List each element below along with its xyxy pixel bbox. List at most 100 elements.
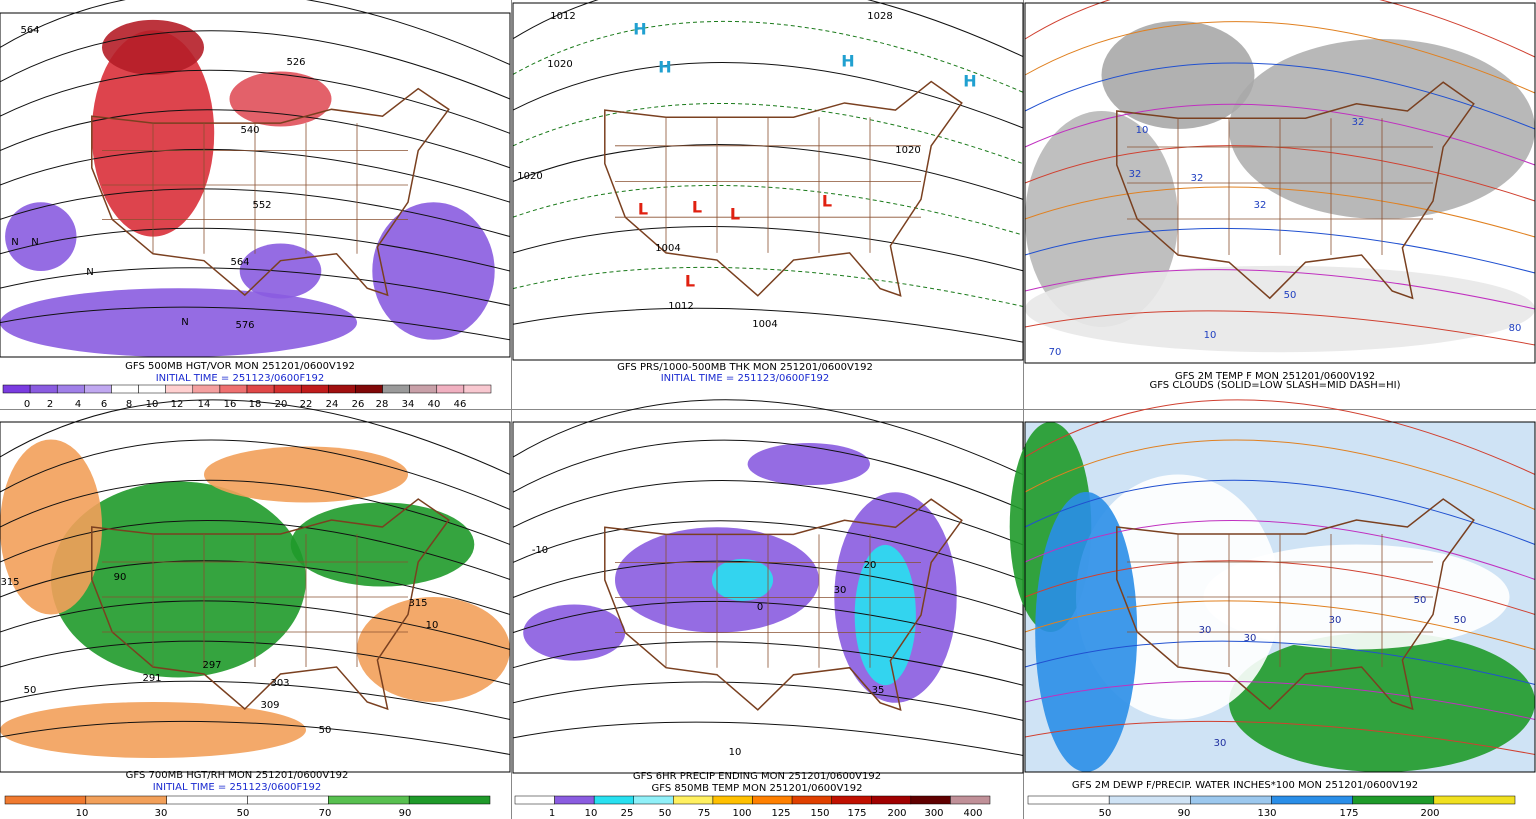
contour-line: [512, 399, 1024, 476]
colorbar-swatch: [831, 795, 872, 805]
contour-label: 1012: [668, 301, 693, 312]
country-border: [91, 87, 450, 297]
contour-line: [1024, 21, 1536, 94]
country-border: [1116, 498, 1475, 711]
contour-line: [1024, 560, 1536, 615]
contour-label: L: [638, 200, 648, 219]
contour-line: [0, 560, 511, 615]
contour-label: 1020: [547, 59, 572, 70]
contour-label: 291: [142, 673, 161, 684]
caption: GFS 850MB TEMP MON 251201/0600V192: [652, 783, 863, 794]
map-panel: 564 526 540 552 564 576 N N N N: [0, 0, 511, 358]
contour-label: 10: [426, 620, 439, 631]
contour-line: [512, 641, 1024, 686]
colorbar-swatch: [436, 384, 465, 394]
colorbar-swatch: [554, 795, 595, 805]
contour-label: L: [685, 272, 695, 291]
contour-label: 90: [114, 572, 127, 583]
caption: GFS 700MB HGT/RH MON 251201/0600V192: [126, 770, 349, 781]
contour-label: H: [658, 58, 671, 77]
contour-line: [1024, 145, 1536, 202]
contour-line: [0, 188, 511, 238]
colorbar-swatch: [752, 795, 793, 805]
colorbar-swatch: [463, 384, 492, 394]
colorbar-label: 300: [924, 808, 943, 819]
colorbar-swatch: [219, 384, 248, 394]
colorbar-label: 26: [352, 399, 365, 410]
contour-label: 564: [230, 257, 249, 268]
contour-line: [0, 30, 511, 100]
contour-line: [1024, 186, 1536, 238]
colorbar-swatch: [950, 795, 991, 805]
contour-label: 30: [1244, 633, 1257, 644]
colorbar-label: 0: [24, 399, 30, 410]
colorbar-swatch: [514, 795, 555, 805]
shaded-region: [357, 597, 510, 702]
shaded-region: [1101, 21, 1255, 129]
contour-line: [0, 69, 511, 134]
colorbar-swatch: [910, 795, 951, 805]
map-frame: [512, 2, 1024, 361]
contour-label: 70: [1049, 347, 1062, 358]
contour-label: H: [633, 20, 646, 39]
contour-label: 526: [286, 57, 305, 68]
colorbar-label: 75: [698, 808, 711, 819]
colorbar-swatch: [85, 795, 167, 805]
colorbar-swatch: [355, 384, 383, 394]
colorbar-swatch: [84, 384, 112, 394]
map-panel: 30 30 30 50 50 30: [1009, 399, 1536, 773]
map-panel: 315 291 297 303 309 315 50 50 90 10: [0, 399, 511, 773]
colorbar-swatch: [1108, 795, 1191, 805]
contour-label: 1004: [655, 243, 680, 254]
contour-label: 315: [408, 598, 427, 609]
contour-line: [0, 148, 511, 203]
colorbar-swatch: [192, 384, 221, 394]
contour-label: N: [11, 237, 18, 248]
contour-line: [0, 519, 511, 580]
contour-label: 1012: [550, 11, 575, 22]
contour-line: [512, 0, 1024, 58]
contour-line: [512, 61, 1024, 129]
colorbar-label: 22: [300, 399, 313, 410]
shaded-region: [1035, 492, 1138, 772]
colorbar-swatch: [673, 795, 714, 805]
contour-line: [512, 721, 1024, 756]
colorbar-label: 10: [146, 399, 159, 410]
contour-line: [1024, 519, 1536, 580]
colorbar-swatch: [382, 384, 410, 394]
colorbar-swatch: [633, 795, 674, 805]
colorbar-label: 10: [585, 808, 598, 819]
contour-label: 10: [1136, 125, 1149, 136]
contour-line: [1024, 439, 1536, 510]
contour-label: 10: [729, 747, 742, 758]
colorbar-swatch: [56, 384, 85, 394]
contour-label: 32: [1129, 169, 1142, 180]
contour-label: N: [86, 267, 93, 278]
map-frame: [0, 421, 511, 773]
colorbar-label: 70: [319, 808, 332, 819]
contour-label: 30: [834, 585, 847, 596]
contour-label: 564: [20, 25, 39, 36]
colorbar-swatch: [1190, 795, 1272, 805]
contour-label: N: [181, 317, 188, 328]
colorbar-label: 175: [1339, 808, 1358, 819]
colorbar-swatch: [246, 384, 275, 394]
contour-label: 80: [1509, 323, 1522, 334]
contour-line: [512, 560, 1024, 616]
contour-line: [512, 266, 1024, 307]
contour-line: [512, 439, 1024, 511]
contour-label: 20: [864, 560, 877, 571]
contour-line: [0, 0, 511, 66]
colorbar-label: 90: [1178, 808, 1191, 819]
colorbar-swatch: [712, 795, 753, 805]
contour-line: [1024, 479, 1536, 545]
contour-line: [1024, 62, 1536, 130]
colorbar-label: 2: [47, 399, 53, 410]
contour-line: [512, 479, 1024, 546]
colorbar-swatch: [791, 795, 832, 805]
contour-label: 552: [252, 200, 271, 211]
country-border: [1116, 81, 1475, 300]
colorbar-swatch: [300, 384, 329, 394]
colorbar-swatch: [29, 384, 58, 394]
map-frame: [1024, 421, 1536, 773]
